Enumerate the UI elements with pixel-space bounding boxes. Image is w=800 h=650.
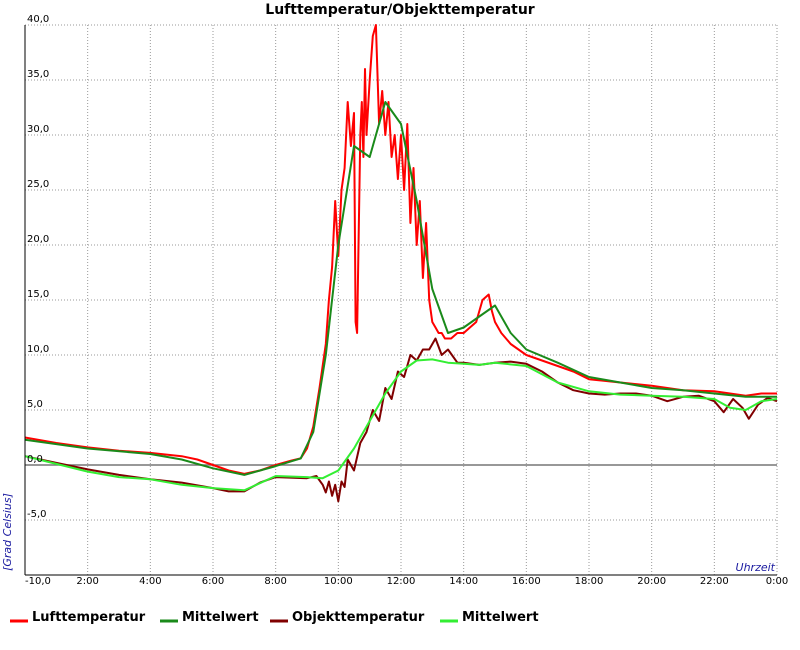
x-tick-label: 16:00: [512, 576, 541, 587]
x-tick-labels: -10,0 2:00 4:00 6:00 8:00 10:00 12:00 14:00 16:0…: [25, 576, 788, 587]
y-tick-labels: -5,0 0,0 5,0 10,0 15,0 20,0 25,0 30,0 35,0 40,0: [27, 14, 49, 520]
y-tick-label: 10,0: [27, 344, 49, 355]
y-tick-label: 20,0: [27, 234, 49, 245]
x-tick-label: 2:00: [76, 576, 98, 587]
x-axis-label: Uhrzeit: [736, 561, 776, 574]
series-line-3: [24, 337, 778, 503]
x-tick-label: 6:00: [202, 576, 224, 587]
series-line-4: [24, 358, 778, 492]
y-tick-label: 25,0: [27, 179, 49, 190]
y-tick-label: -5,0: [27, 509, 47, 520]
legend-label: Objekttemperatur: [292, 610, 425, 625]
y-tick-label: 30,0: [27, 124, 49, 135]
y-tick-label: 15,0: [27, 289, 49, 300]
y-tick-label: 35,0: [27, 69, 49, 80]
legend-label: Mittelwert: [182, 610, 259, 625]
legend: Lufttemperatur Mittelwert Objekttemperatur…: [10, 610, 539, 625]
y-axis-label: [Grad Celsius]: [1, 493, 14, 571]
legend-label: Lufttemperatur: [32, 610, 146, 625]
legend-label: Mittelwert: [462, 610, 539, 625]
chart-title: Lufttemperatur/Objekttemperatur: [265, 2, 535, 18]
x-tick-label: 4:00: [139, 576, 161, 587]
series-line-2: [24, 101, 777, 476]
series-group: [24, 24, 778, 503]
x-tick-label: 20:00: [637, 576, 666, 587]
y-tick-label: 0,0: [27, 454, 43, 465]
x-tick-label: 0:00: [766, 576, 788, 587]
x-tick-label: 14:00: [449, 576, 478, 587]
x-tick-label: 22:00: [700, 576, 729, 587]
y-tick-label: 5,0: [27, 399, 43, 410]
x-tick-label: -10,0: [25, 576, 51, 587]
x-tick-label: 10:00: [324, 576, 353, 587]
x-tick-label: 18:00: [575, 576, 604, 587]
y-tick-label: 40,0: [27, 14, 49, 25]
x-tick-label: 8:00: [264, 576, 286, 587]
x-tick-label: 12:00: [387, 576, 416, 587]
